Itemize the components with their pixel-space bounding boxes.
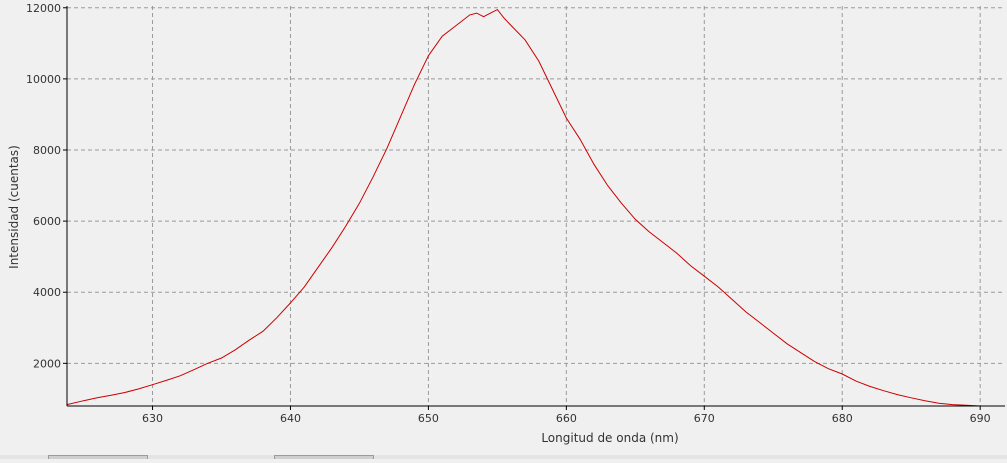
bottom-tab-2[interactable]	[274, 455, 374, 459]
y-tick-label: 4000	[33, 286, 61, 299]
x-tick-label: 670	[694, 412, 715, 425]
x-tick-label: 640	[280, 412, 301, 425]
axis-layer	[63, 6, 1005, 410]
y-tick-label: 6000	[33, 215, 61, 228]
y-tick-label: 2000	[33, 357, 61, 370]
bottom-tab-1[interactable]	[48, 455, 148, 459]
y-axis-label: Intensidad (cuentas)	[7, 145, 21, 269]
tick-label-layer: 630 640 650 660 670 680 690 2000 4000 6000 8000 100…	[26, 2, 991, 425]
x-tick-label: 650	[418, 412, 439, 425]
x-tick-label: 680	[832, 412, 853, 425]
x-axis-label: Longitud de onda (nm)	[541, 431, 678, 445]
series-layer	[66, 8, 981, 407]
x-tick-label: 690	[970, 412, 991, 425]
y-tick-label: 12000	[26, 2, 61, 15]
y-tick-label: 8000	[33, 144, 61, 157]
grid-layer	[67, 6, 1005, 406]
spectrum-series-line	[66, 8, 981, 407]
y-tick-label: 10000	[26, 73, 61, 86]
x-tick-label: 660	[556, 412, 577, 425]
bottom-scroll-strip	[0, 455, 1007, 459]
x-tick-label: 630	[142, 412, 163, 425]
